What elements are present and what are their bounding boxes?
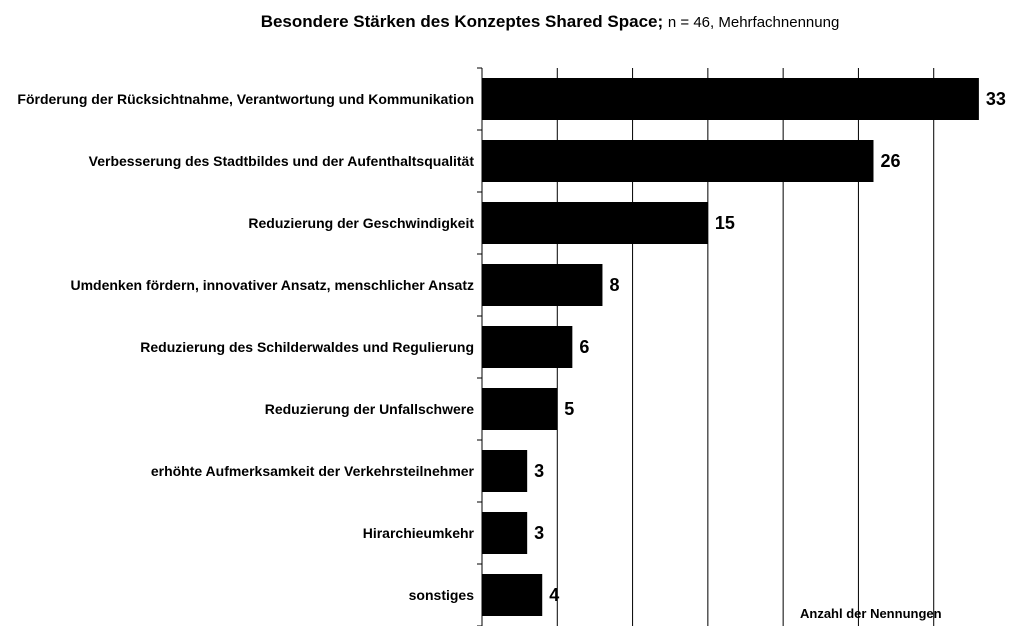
bar — [482, 326, 573, 368]
category-label: Hirarchieumkehr — [362, 524, 474, 541]
category-label: Verbesserung des Stadtbildes und der Auf… — [88, 152, 474, 169]
category-label: erhöhte Aufmerksamkeit der Verkehrsteiln… — [150, 462, 474, 479]
bar — [482, 78, 979, 120]
chart-title: Besondere Stärken des Konzeptes Shared S… — [260, 12, 664, 31]
chart-title-block: Besondere Stärken des Konzeptes Shared S… — [0, 12, 1009, 32]
bar — [482, 450, 528, 492]
bar — [482, 264, 603, 306]
bar — [482, 512, 528, 554]
value-label: 3 — [534, 523, 544, 543]
value-label: 15 — [715, 213, 735, 233]
bar — [482, 574, 543, 616]
value-label: 33 — [986, 89, 1006, 109]
category-label: sonstiges — [408, 586, 474, 603]
value-label: 3 — [534, 461, 544, 481]
category-label: Reduzierung der Unfallschwere — [264, 400, 474, 417]
category-label: Förderung der Rücksichtnahme, Verantwort… — [17, 90, 474, 107]
category-label: Reduzierung des Schilderwaldes und Regul… — [140, 338, 474, 355]
category-label: Umdenken fördern, innovativer Ansatz, me… — [70, 276, 474, 293]
bar — [482, 388, 558, 430]
bar — [482, 202, 708, 244]
x-axis-label: Anzahl der Nennungen — [800, 606, 942, 621]
value-label: 4 — [549, 585, 559, 605]
value-label: 8 — [609, 275, 619, 295]
value-label: 6 — [579, 337, 589, 357]
bar — [482, 140, 874, 182]
category-label: Reduzierung der Geschwindigkeit — [248, 214, 474, 231]
value-label: 26 — [880, 151, 900, 171]
chart-subtitle: n = 46, Mehrfachnennung — [667, 14, 840, 31]
value-label: 5 — [564, 399, 574, 419]
